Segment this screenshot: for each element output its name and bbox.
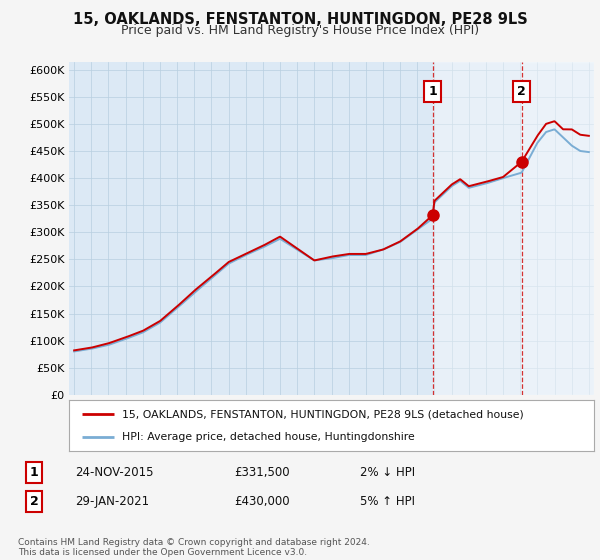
Text: 1: 1 (29, 465, 38, 479)
Text: Price paid vs. HM Land Registry's House Price Index (HPI): Price paid vs. HM Land Registry's House … (121, 24, 479, 36)
Bar (433, 62, 521, 395)
Text: 24-NOV-2015: 24-NOV-2015 (75, 465, 154, 479)
Text: £331,500: £331,500 (235, 465, 290, 479)
Text: 15, OAKLANDS, FENSTANTON, HUNTINGDON, PE28 9LS (detached house): 15, OAKLANDS, FENSTANTON, HUNTINGDON, PE… (121, 409, 523, 419)
Text: Contains HM Land Registry data © Crown copyright and database right 2024.
This d: Contains HM Land Registry data © Crown c… (18, 538, 370, 557)
Text: 1: 1 (428, 85, 437, 98)
Text: £430,000: £430,000 (235, 495, 290, 508)
Text: 5% ↑ HPI: 5% ↑ HPI (360, 495, 415, 508)
Text: HPI: Average price, detached house, Huntingdonshire: HPI: Average price, detached house, Hunt… (121, 432, 414, 442)
Bar (521, 62, 594, 395)
Text: 2: 2 (29, 495, 38, 508)
Text: 15, OAKLANDS, FENSTANTON, HUNTINGDON, PE28 9LS: 15, OAKLANDS, FENSTANTON, HUNTINGDON, PE… (73, 12, 527, 27)
Text: 2: 2 (517, 85, 526, 98)
Text: 29-JAN-2021: 29-JAN-2021 (75, 495, 149, 508)
Text: 2% ↓ HPI: 2% ↓ HPI (360, 465, 415, 479)
